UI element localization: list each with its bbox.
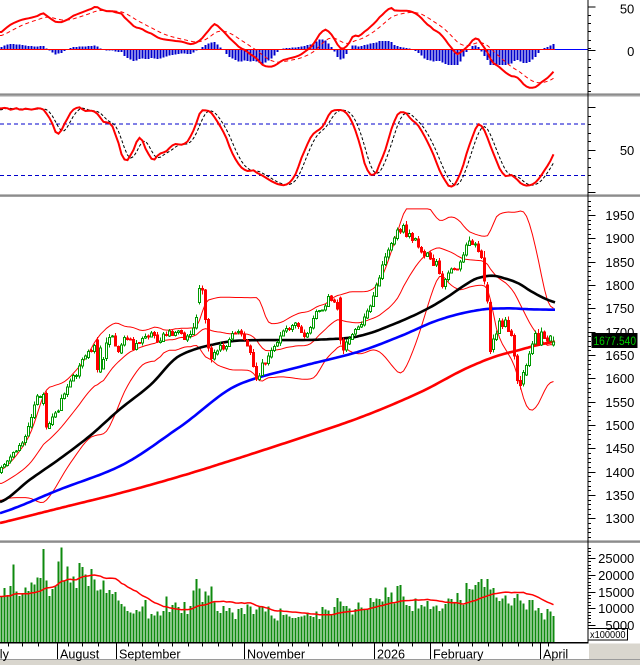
svg-text:50: 50 — [620, 143, 634, 158]
svg-text:February: February — [433, 647, 484, 661]
svg-text:5000: 5000 — [605, 618, 634, 633]
svg-text:1650: 1650 — [605, 348, 634, 363]
svg-text:November: November — [247, 647, 305, 661]
svg-text:20000: 20000 — [598, 568, 634, 583]
svg-text:1350: 1350 — [605, 488, 634, 503]
svg-text:1800: 1800 — [605, 278, 634, 293]
svg-text:x100000: x100000 — [590, 629, 626, 641]
svg-text:1677.540: 1677.540 — [594, 334, 637, 348]
svg-text:15000: 15000 — [598, 585, 634, 600]
svg-text:1500: 1500 — [605, 418, 634, 433]
svg-text:1450: 1450 — [605, 441, 634, 456]
svg-text:August: August — [60, 647, 100, 661]
svg-text:April: April — [543, 647, 568, 661]
svg-text:September: September — [119, 647, 181, 661]
svg-text:1550: 1550 — [605, 395, 634, 410]
svg-text:1300: 1300 — [605, 511, 634, 526]
svg-text:10000: 10000 — [598, 601, 634, 616]
svg-text:July: July — [0, 647, 10, 661]
svg-text:1750: 1750 — [605, 301, 634, 316]
svg-text:2026: 2026 — [377, 647, 405, 661]
svg-text:0: 0 — [627, 44, 634, 59]
svg-text:1950: 1950 — [605, 208, 634, 223]
svg-text:1850: 1850 — [605, 255, 634, 270]
svg-text:25000: 25000 — [598, 551, 634, 566]
svg-text:1900: 1900 — [605, 231, 634, 246]
svg-text:1700: 1700 — [605, 325, 634, 340]
svg-text:50: 50 — [620, 1, 634, 16]
svg-text:1400: 1400 — [605, 465, 634, 480]
svg-text:1600: 1600 — [605, 371, 634, 386]
